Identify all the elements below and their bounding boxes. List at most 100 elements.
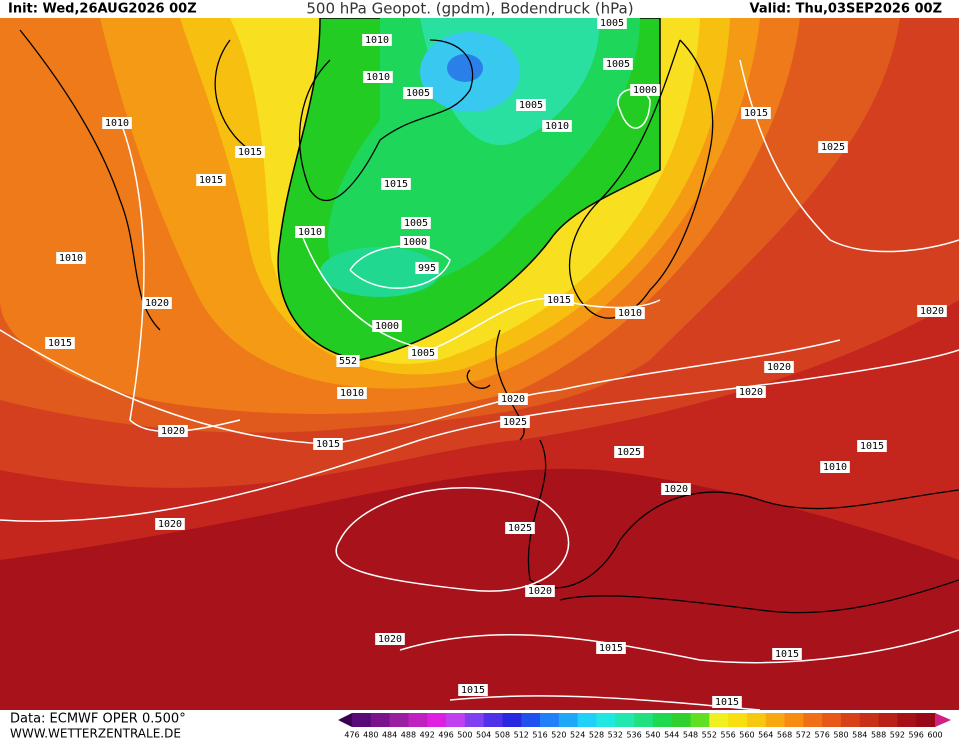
legend-value: 588 xyxy=(871,731,886,740)
legend-swatch xyxy=(389,713,409,727)
isobar-label-box xyxy=(505,522,535,534)
isobar-label: 1020 xyxy=(767,362,791,373)
legend-value: 504 xyxy=(476,731,491,740)
isobar-label-box xyxy=(362,34,392,46)
legend-value: 548 xyxy=(683,731,698,740)
isobar-label: 1005 xyxy=(406,88,430,99)
isobar-label: 1025 xyxy=(821,142,845,153)
legend-swatch xyxy=(746,713,767,727)
isobar-label: 1025 xyxy=(503,417,527,428)
isobar-label: 1020 xyxy=(161,426,185,437)
isobar-label-box xyxy=(158,425,188,437)
isobar-label-box xyxy=(516,99,546,111)
legend-swatch xyxy=(540,713,560,727)
isobar-label-box xyxy=(372,320,402,332)
isobar-label-box xyxy=(525,585,555,597)
legend-value: 488 xyxy=(401,731,416,740)
isobar-label-box xyxy=(772,648,802,660)
legend-swatch xyxy=(916,713,936,727)
isobar-label-box xyxy=(500,416,530,428)
site: WWW.WETTERZENTRALE.DE xyxy=(10,727,181,741)
isobar-label-box xyxy=(764,361,794,373)
legend-value: 484 xyxy=(382,731,397,740)
coastlines xyxy=(19,29,959,614)
legend-swatch xyxy=(370,713,391,727)
isobar-label-box xyxy=(102,117,132,129)
isobar-label-box xyxy=(597,17,627,29)
legend-swatch xyxy=(596,713,616,727)
legend-swatch xyxy=(558,713,579,727)
isobar-label-box xyxy=(295,226,325,238)
legend-value: 524 xyxy=(570,731,585,740)
isobar-label: 1020 xyxy=(501,394,525,405)
isobar-label: 1010 xyxy=(105,118,129,129)
isobar-label: 1020 xyxy=(158,519,182,530)
legend-value: 592 xyxy=(890,731,905,740)
legend-value: 536 xyxy=(626,731,641,740)
legend-swatch xyxy=(840,713,861,727)
isobar-label-box xyxy=(736,386,766,398)
isobar-label-box xyxy=(337,387,367,399)
isobar-label: 1010 xyxy=(545,121,569,132)
legend-value: 496 xyxy=(438,731,453,740)
isobar-label-box xyxy=(741,107,771,119)
isobar-label: 1010 xyxy=(59,253,83,264)
legend-value: 568 xyxy=(777,731,792,740)
legend-value: 480 xyxy=(363,731,378,740)
isobar-label-box xyxy=(498,393,528,405)
legend-value: 564 xyxy=(758,731,773,740)
legend-value: 600 xyxy=(927,731,942,740)
isobar-label: 1015 xyxy=(238,147,262,158)
isobar-label-box xyxy=(235,146,265,158)
isobar-label: 1025 xyxy=(617,447,641,458)
legend-value: 532 xyxy=(608,731,623,740)
legend-swatch xyxy=(408,713,428,727)
legend-value: 556 xyxy=(720,731,735,740)
isobar-label: 1010 xyxy=(365,35,389,46)
isobar-label-box xyxy=(458,684,488,696)
isobar-label-box xyxy=(544,294,574,306)
isobar-label-box xyxy=(375,633,405,645)
isobar-label: 1005 xyxy=(404,218,428,229)
legend-swatch xyxy=(728,713,748,727)
isobar-label-box xyxy=(661,483,691,495)
isobar-label-box xyxy=(142,297,172,309)
isobar-label: 1015 xyxy=(547,295,571,306)
isobar-label: 1010 xyxy=(366,72,390,83)
isobar-label: 1015 xyxy=(715,697,739,708)
legend-swatch xyxy=(859,713,880,727)
legend-value: 512 xyxy=(514,731,529,740)
legend-swatch xyxy=(483,713,503,727)
legend: 476 480 484 488 492 496 500 504 508 512 516 520 524 5… xyxy=(338,713,951,740)
legend-value: 528 xyxy=(589,731,604,740)
isobar-label-box xyxy=(596,642,626,654)
isobar-label: 1005 xyxy=(411,348,435,359)
isobar-label: 1010 xyxy=(823,462,847,473)
legend-swatch xyxy=(427,713,447,727)
isobar-label: 1015 xyxy=(775,649,799,660)
legend-value: 544 xyxy=(664,731,679,740)
legend-swatch xyxy=(577,713,597,727)
legend-value: 508 xyxy=(495,731,510,740)
legend-swatch xyxy=(634,713,654,727)
legend-arrow-low xyxy=(338,713,352,727)
isobar-label-box xyxy=(45,337,75,349)
legend-value: 540 xyxy=(645,731,660,740)
legend-arrow-high xyxy=(935,713,951,727)
isobar-label: 1015 xyxy=(48,338,72,349)
isobar-label: 1020 xyxy=(528,586,552,597)
isobar-label: 1005 xyxy=(600,18,624,29)
map-fields xyxy=(0,17,959,710)
legend-value: 500 xyxy=(457,731,472,740)
isobar-label: 1015 xyxy=(384,179,408,190)
map-title: 500 hPa Geopot. (gpdm), Bodendruck (hPa) xyxy=(306,0,633,18)
isobar-label: 1020 xyxy=(145,298,169,309)
legend-value: 584 xyxy=(852,731,867,740)
isobar-label-box xyxy=(917,305,947,317)
legend-swatch xyxy=(521,713,541,727)
isobar-label: 1000 xyxy=(375,321,399,332)
isobar-label-box xyxy=(381,178,411,190)
isobar-label-box xyxy=(712,696,742,708)
isobar-label: 1020 xyxy=(920,306,944,317)
